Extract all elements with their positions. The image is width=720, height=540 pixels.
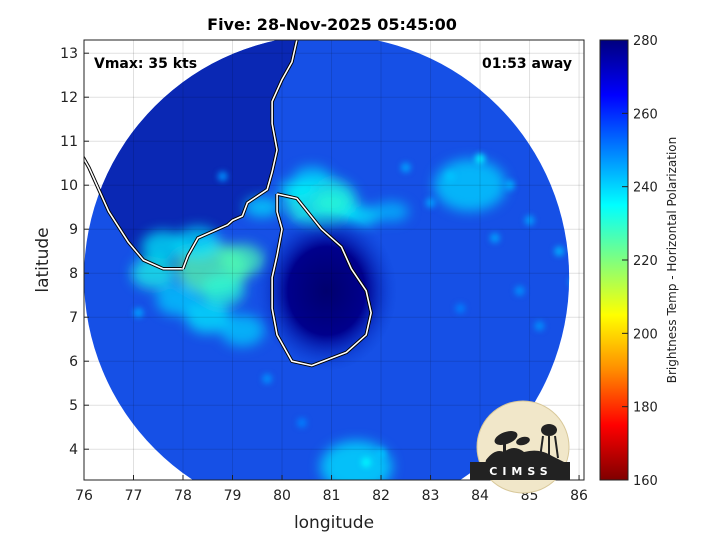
- convective-cell: [400, 162, 411, 173]
- convective-cell: [376, 448, 387, 459]
- x-tick-label: 86: [570, 488, 588, 504]
- y-tick-label: 13: [60, 46, 78, 62]
- y-tick-label: 7: [69, 310, 78, 326]
- x-tick-label: 79: [224, 488, 242, 504]
- x-axis-ticks: 76 77 78 79 80 81 82 83 84 85 86: [75, 475, 588, 504]
- convective-cell: [217, 171, 228, 182]
- x-tick-label: 76: [75, 488, 93, 504]
- logo-small-dish-icon: [516, 436, 530, 446]
- convective-cell: [296, 417, 307, 428]
- y-tick-label: 10: [60, 178, 78, 194]
- x-tick-label: 83: [422, 488, 440, 504]
- cimss-logo: CIMSS: [470, 400, 570, 494]
- convective-cell: [514, 285, 525, 296]
- x-tick-label: 77: [125, 488, 143, 504]
- logo-banner: [470, 462, 570, 480]
- rainband-patch: [220, 244, 265, 276]
- x-tick-label: 78: [174, 488, 192, 504]
- y-tick-label: 6: [69, 354, 78, 370]
- logo-dish-icon: [494, 431, 518, 445]
- logo-dish-stand: [503, 440, 506, 454]
- rainband-patch: [185, 301, 230, 334]
- colorbar-tick-label: 220: [633, 254, 658, 269]
- convective-cell: [445, 171, 456, 182]
- y-axis-label: latitude: [33, 227, 53, 292]
- colorbar-tick-label: 200: [633, 327, 658, 342]
- axes-frame: [83, 39, 585, 481]
- colorbar-tick-label: 180: [633, 401, 658, 416]
- convective-cell: [425, 197, 436, 208]
- colorbar-tick-label: 240: [633, 181, 658, 196]
- y-tick-label: 5: [69, 398, 78, 414]
- india-east-coastline: [182, 40, 298, 270]
- rainband-patch: [156, 283, 201, 316]
- rainband-patch: [200, 274, 245, 307]
- x-tick-label: 82: [372, 488, 390, 504]
- x-tick-label: 84: [471, 488, 489, 504]
- convective-cell: [504, 180, 515, 191]
- rainband-patch: [131, 257, 176, 290]
- convective-cell: [475, 153, 486, 164]
- colorbar-ticks: 160 180 200 220 240 260 280: [622, 34, 658, 489]
- logo-text: CIMSS: [489, 465, 552, 478]
- sri-lanka-warm-region: [256, 210, 397, 371]
- y-tick-label: 11: [60, 134, 78, 150]
- india-west-coastline: [84, 157, 184, 270]
- logo-water-tower-icon: [541, 424, 557, 436]
- y-tick-label: 4: [69, 442, 78, 458]
- figure-title: Five: 28-Nov-2025 05:45:00: [207, 15, 457, 34]
- x-axis-label: longitude: [294, 513, 374, 533]
- swath-layer: [84, 40, 570, 480]
- convective-cell: [361, 457, 372, 468]
- convective-cell: [262, 373, 273, 384]
- rainband-patch: [141, 230, 186, 263]
- colorbar-label: Brightness Temp - Horizontal Polarizatio…: [665, 137, 679, 384]
- convective-cell: [534, 321, 545, 331]
- time-away-label: 01:53 away: [482, 56, 572, 72]
- rainband-patch: [293, 166, 330, 187]
- coastlines: [84, 40, 373, 368]
- y-tick-label: 8: [69, 266, 78, 282]
- logo-tower-legs: [539, 435, 559, 459]
- convective-cell: [133, 307, 144, 318]
- vmax-label: Vmax: 35 kts: [94, 56, 197, 72]
- grid-lines: [84, 40, 584, 480]
- sri-lanka-coastline: [271, 193, 372, 367]
- colorbar-tick-label: 260: [633, 107, 658, 122]
- colorbar-tick-label: 160: [633, 474, 658, 489]
- convective-cell: [554, 246, 565, 257]
- y-tick-label: 9: [69, 222, 78, 238]
- y-tick-label: 12: [60, 90, 78, 106]
- rainband-patch: [244, 197, 281, 218]
- colorbar-tick-label: 280: [633, 34, 658, 49]
- rainband-patch: [372, 201, 409, 222]
- x-tick-label: 80: [273, 488, 291, 504]
- x-tick-label: 81: [323, 488, 341, 504]
- convective-cell: [489, 233, 500, 243]
- convective-cell: [455, 303, 466, 314]
- y-axis-ticks: 4 5 6 7 8 9 10 11 12 13: [60, 46, 89, 458]
- rainband-patch: [313, 192, 350, 213]
- rainband-patch: [220, 314, 265, 347]
- convective-cell: [524, 215, 535, 226]
